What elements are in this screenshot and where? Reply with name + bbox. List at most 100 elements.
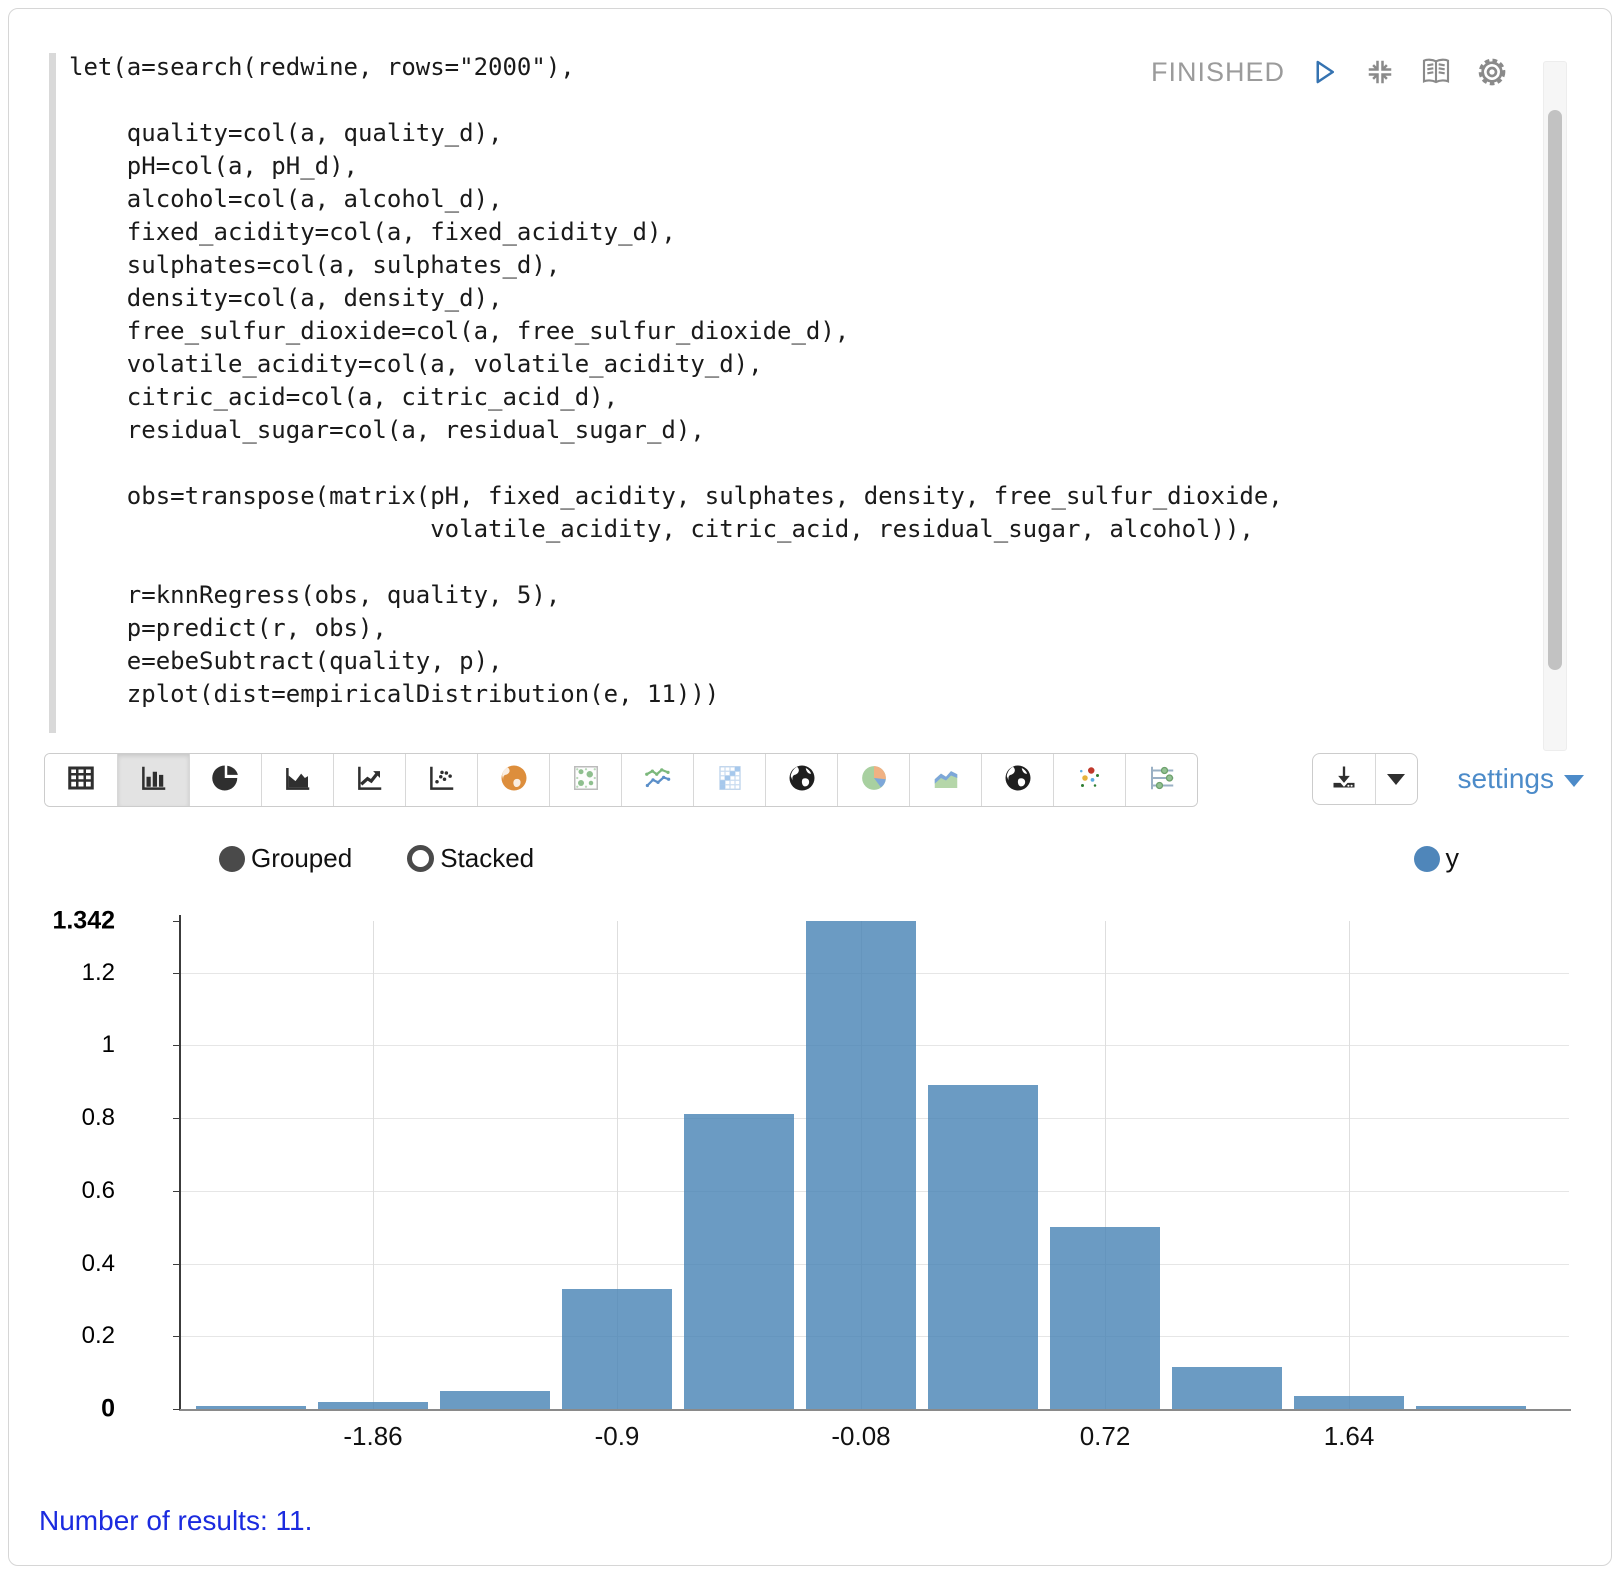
code-text[interactable]: let(a=search(redwine, rows="2000"), qual…: [69, 53, 1283, 708]
y-axis-tick: [173, 1336, 180, 1338]
y-axis-label: 0.6: [81, 1176, 115, 1204]
y-axis-label: 0.4: [81, 1249, 115, 1277]
y-axis-tick: [173, 1263, 180, 1265]
parallel-coordinates-icon: [1147, 763, 1177, 798]
histogram-bar[interactable]: [684, 1114, 794, 1409]
table-icon: [66, 763, 96, 798]
download-icon: [1330, 763, 1358, 796]
line-chart-icon: [355, 763, 385, 798]
editor-status-bar: FINISHED: [1151, 55, 1509, 89]
histogram-bar[interactable]: [196, 1406, 306, 1409]
histogram-bar[interactable]: [1172, 1367, 1282, 1409]
bar-mode-label: Stacked: [440, 843, 535, 873]
globe-dark-2-icon: [1003, 763, 1033, 798]
chart-type-button-bar-chart[interactable]: [117, 754, 189, 806]
y-axis-label: 1.342: [52, 906, 115, 935]
histogram-bar[interactable]: [1294, 1396, 1404, 1409]
x-gridline: [617, 921, 618, 1409]
chart-type-button-globe-dark-2[interactable]: [981, 754, 1053, 806]
bar-mode-radio-stacked[interactable]: Stacked: [407, 843, 534, 874]
caret-down-icon: [1387, 773, 1405, 785]
heatmap-icon: [715, 763, 745, 798]
viz-toolbar: settings: [44, 753, 1584, 807]
multi-line-chart-icon: [643, 763, 673, 798]
y-axis-tick: [173, 921, 180, 922]
chart-type-button-globe-orange[interactable]: [477, 754, 549, 806]
x-axis-label: -1.86: [343, 1421, 403, 1451]
chart-type-button-pie-chart[interactable]: [189, 754, 261, 806]
histogram-bar[interactable]: [562, 1289, 672, 1409]
y-axis-label: 1.2: [81, 958, 115, 986]
chart-type-button-bubble-grid[interactable]: [549, 754, 621, 806]
globe-dark-1-icon: [787, 763, 817, 798]
chart-type-button-group: [44, 753, 1198, 807]
chart-type-button-heatmap[interactable]: [693, 754, 765, 806]
y-axis-tick: [173, 1190, 180, 1192]
scatter-plot-icon: [427, 763, 457, 798]
histogram-bar[interactable]: [440, 1390, 550, 1409]
chart-type-button-table[interactable]: [45, 754, 117, 806]
bar-chart-icon: [139, 763, 169, 798]
y-axis-tick: [173, 972, 180, 974]
histogram-bar[interactable]: [318, 1401, 428, 1409]
paragraph-card: let(a=search(redwine, rows="2000"), qual…: [8, 8, 1612, 1566]
y-axis-line: [179, 915, 181, 1411]
chart-type-button-scatter-color[interactable]: [1053, 754, 1125, 806]
area-chart-icon: [283, 763, 313, 798]
y-axis-label: 0.8: [81, 1104, 115, 1132]
download-button[interactable]: [1313, 754, 1375, 804]
download-options-button[interactable]: [1374, 754, 1417, 804]
y-axis-tick: [173, 1045, 180, 1047]
legend-series-y[interactable]: y: [1413, 843, 1459, 874]
bar-mode-radio-grouped[interactable]: Grouped: [219, 843, 352, 874]
histogram-bar[interactable]: [806, 921, 916, 1409]
settings-toggle[interactable]: settings: [1457, 763, 1584, 795]
code-editor[interactable]: let(a=search(redwine, rows="2000"), qual…: [21, 23, 1599, 751]
legend-swatch-icon: [1413, 845, 1440, 872]
globe-orange-icon: [499, 763, 529, 798]
chart-type-button-area-chart-color[interactable]: [909, 754, 981, 806]
toolbar-right-controls: settings: [1311, 753, 1584, 805]
chart-type-button-line-chart[interactable]: [333, 754, 405, 806]
chart-type-button-scatter-plot[interactable]: [405, 754, 477, 806]
histogram-bar[interactable]: [1050, 1227, 1160, 1409]
y-axis-tick: [173, 1409, 180, 1410]
x-axis-label: 1.64: [1323, 1421, 1375, 1451]
x-axis-label: -0.08: [831, 1421, 891, 1451]
settings-caret-icon: [1564, 775, 1584, 787]
x-gridline: [373, 921, 374, 1409]
editor-scrollbar[interactable]: [1543, 61, 1567, 751]
scrollbar-thumb[interactable]: [1548, 110, 1562, 670]
chart-type-button-multi-line-chart[interactable]: [621, 754, 693, 806]
x-axis-line: [179, 1409, 1571, 1411]
bar-mode-label: Grouped: [251, 843, 353, 873]
editor-gutter: [49, 53, 56, 733]
y-axis-label: 1: [101, 1031, 115, 1059]
radio-selected-icon: [219, 845, 245, 872]
chart-type-button-globe-dark-1[interactable]: [765, 754, 837, 806]
play-icon[interactable]: [1307, 55, 1341, 89]
histogram-bar[interactable]: [1416, 1406, 1526, 1409]
x-axis-label: -0.9: [594, 1421, 640, 1451]
status-label: FINISHED: [1150, 56, 1285, 87]
chart-type-button-pie-chart-color[interactable]: [837, 754, 909, 806]
bar-mode-options: Grouped Stacked: [219, 843, 534, 874]
chart-type-button-parallel-coordinates[interactable]: [1125, 754, 1197, 806]
scatter-color-icon: [1075, 763, 1105, 798]
book-icon[interactable]: [1419, 55, 1453, 89]
pie-chart-icon: [211, 763, 241, 798]
histogram-bar[interactable]: [928, 1085, 1038, 1409]
settings-label: settings: [1457, 763, 1555, 794]
y-axis-label: 0: [101, 1394, 115, 1423]
gear-icon[interactable]: [1475, 55, 1509, 89]
chart-type-button-area-chart[interactable]: [261, 754, 333, 806]
histogram-plot: 0 0.2 0.4 0.6 0.8 1 1.2 1.342 -1.86 -0.9 -0.08 0.72…: [52, 907, 1571, 1451]
compress-icon[interactable]: [1363, 55, 1397, 89]
radio-unselected-icon: [407, 845, 435, 872]
x-gridline: [1349, 921, 1350, 1409]
pie-chart-color-icon: [859, 763, 889, 798]
bubble-grid-icon: [571, 763, 601, 798]
x-gridline: [1105, 921, 1106, 1409]
y-axis-tick: [173, 1118, 180, 1120]
